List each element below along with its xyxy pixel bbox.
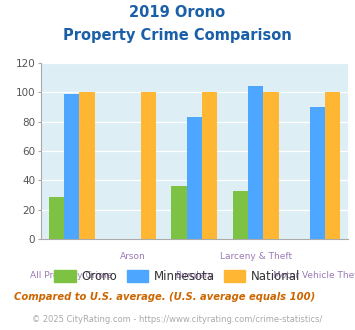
Bar [79, 92, 94, 239]
Text: Arson: Arson [120, 252, 146, 261]
Bar [310, 107, 325, 239]
Text: Burglary: Burglary [175, 271, 214, 280]
Bar [202, 92, 217, 239]
Bar [49, 197, 64, 239]
Text: Compared to U.S. average. (U.S. average equals 100): Compared to U.S. average. (U.S. average … [14, 292, 316, 302]
Text: All Property Crime: All Property Crime [30, 271, 113, 280]
Bar [187, 117, 202, 239]
Legend: Orono, Minnesota, National: Orono, Minnesota, National [50, 265, 305, 287]
Bar [325, 92, 340, 239]
Text: Property Crime Comparison: Property Crime Comparison [63, 28, 292, 43]
Bar [248, 86, 263, 239]
Bar [233, 191, 248, 239]
Bar [263, 92, 279, 239]
Text: 2019 Orono: 2019 Orono [130, 5, 225, 20]
Text: Motor Vehicle Theft: Motor Vehicle Theft [273, 271, 355, 280]
Bar [64, 94, 79, 239]
Text: Larceny & Theft: Larceny & Theft [220, 252, 292, 261]
Bar [171, 186, 187, 239]
Text: © 2025 CityRating.com - https://www.cityrating.com/crime-statistics/: © 2025 CityRating.com - https://www.city… [32, 315, 323, 324]
Bar [141, 92, 156, 239]
